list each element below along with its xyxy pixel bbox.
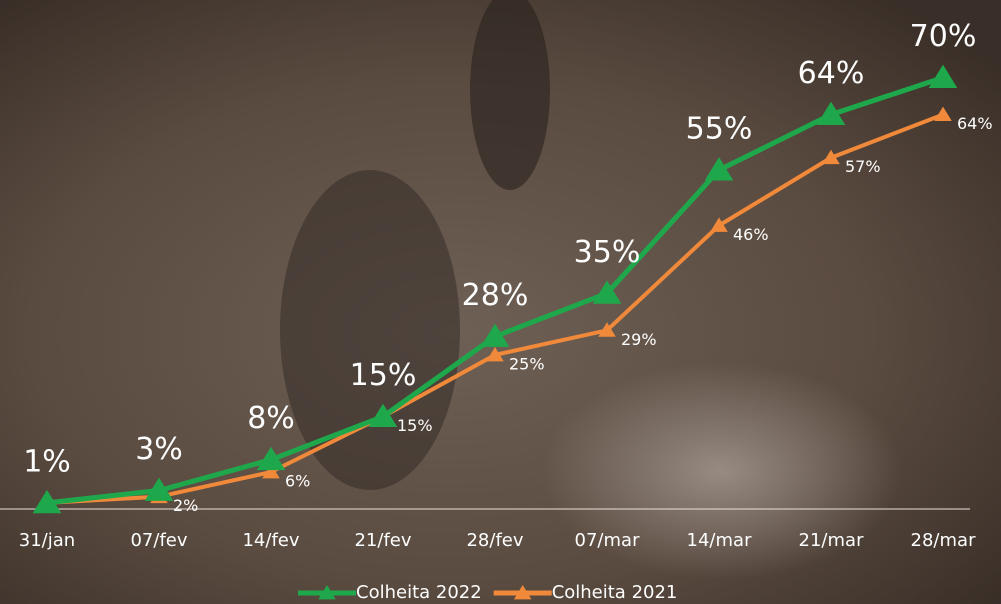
- data-label: 70%: [910, 19, 977, 54]
- data-label: 64%: [798, 56, 865, 91]
- data-label: 25%: [509, 354, 545, 373]
- page: Colheita 2022 Colheita 2021 31/jan 07/fev 1…: [0, 0, 1001, 604]
- data-label: 1%: [23, 444, 71, 479]
- data-label: 15%: [397, 416, 433, 435]
- x-tick-label: 21/mar: [799, 530, 865, 551]
- x-tick-label: 07/mar: [575, 530, 641, 551]
- x-tick-label: 21/fev: [354, 530, 411, 551]
- data-label: 64%: [957, 114, 993, 133]
- data-label: 35%: [574, 235, 641, 270]
- x-tick-label: 14/mar: [687, 530, 753, 551]
- data-label: 15%: [350, 358, 417, 393]
- x-tick-label: 07/fev: [130, 530, 187, 551]
- data-label: 55%: [686, 112, 753, 147]
- x-tick-label: 31/jan: [19, 530, 75, 551]
- chart: Colheita 2022 Colheita 2021 31/jan 07/fev 1…: [0, 0, 1001, 604]
- data-label: 8%: [247, 401, 295, 436]
- legend-label: Colheita 2022: [356, 582, 482, 603]
- data-label: 46%: [733, 225, 769, 244]
- data-label: 6%: [285, 472, 310, 491]
- data-label: 28%: [462, 278, 529, 313]
- data-label: 2%: [173, 496, 198, 515]
- x-tick-label: 28/mar: [911, 530, 977, 551]
- data-label: 3%: [135, 432, 183, 467]
- legend-label: Colheita 2021: [552, 582, 678, 603]
- x-tick-label: 28/fev: [466, 530, 523, 551]
- x-tick-label: 14/fev: [242, 530, 299, 551]
- data-label: 29%: [621, 330, 657, 349]
- data-label: 57%: [845, 157, 881, 176]
